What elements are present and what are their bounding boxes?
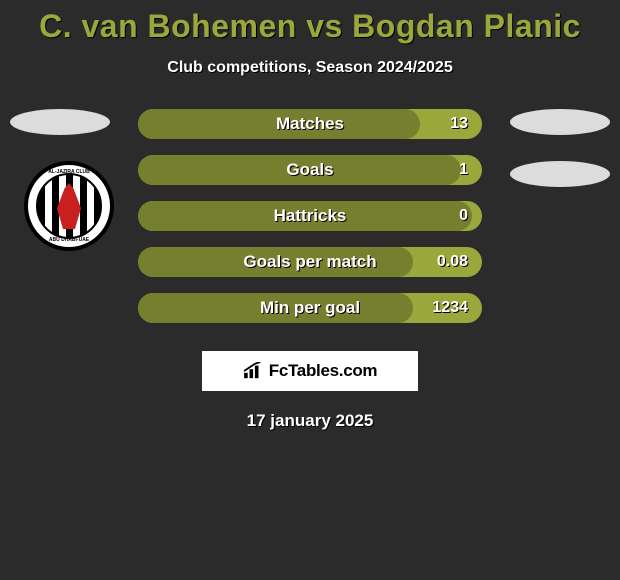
stat-label: Matches (138, 109, 482, 139)
stat-value: 0.08 (437, 247, 468, 277)
stat-label: Min per goal (138, 293, 482, 323)
stat-value: 1 (459, 155, 468, 185)
stat-label: Goals per match (138, 247, 482, 277)
player2-club-placeholder (510, 161, 610, 187)
snapshot-date: 17 january 2025 (0, 411, 620, 431)
badge-stripes (36, 173, 102, 239)
stat-label: Hattricks (138, 201, 482, 231)
page-title: C. van Bohemen vs Bogdan Planic (0, 0, 620, 45)
bar-chart-icon (243, 362, 265, 380)
stat-value: 13 (450, 109, 468, 139)
stat-bar: Goals1 (138, 155, 482, 185)
player1-name-placeholder (10, 109, 110, 135)
stats-bars: Matches13 Goals1 Hattricks0 Goals per match… (138, 109, 482, 339)
comparison-card: C. van Bohemen vs Bogdan Planic Club com… (0, 0, 620, 580)
source-logo: FcTables.com (202, 351, 418, 391)
stat-bar: Goals per match0.08 (138, 247, 482, 277)
stat-value: 0 (459, 201, 468, 231)
badge-figure-icon (54, 183, 84, 229)
stat-value: 1234 (432, 293, 468, 323)
content-area: AL-JAZIRA CLUB ABU DHABI-UAE Matches13 Go… (0, 109, 620, 339)
stat-bar: Min per goal1234 (138, 293, 482, 323)
page-subtitle: Club competitions, Season 2024/2025 (0, 59, 620, 77)
player1-club-badge: AL-JAZIRA CLUB ABU DHABI-UAE (24, 161, 114, 251)
badge-bottom-text: ABU DHABI-UAE (28, 237, 110, 243)
player2-name-placeholder (510, 109, 610, 135)
stat-bar: Matches13 (138, 109, 482, 139)
logo-text: FcTables.com (269, 361, 378, 381)
stat-bar: Hattricks0 (138, 201, 482, 231)
stat-label: Goals (138, 155, 482, 185)
